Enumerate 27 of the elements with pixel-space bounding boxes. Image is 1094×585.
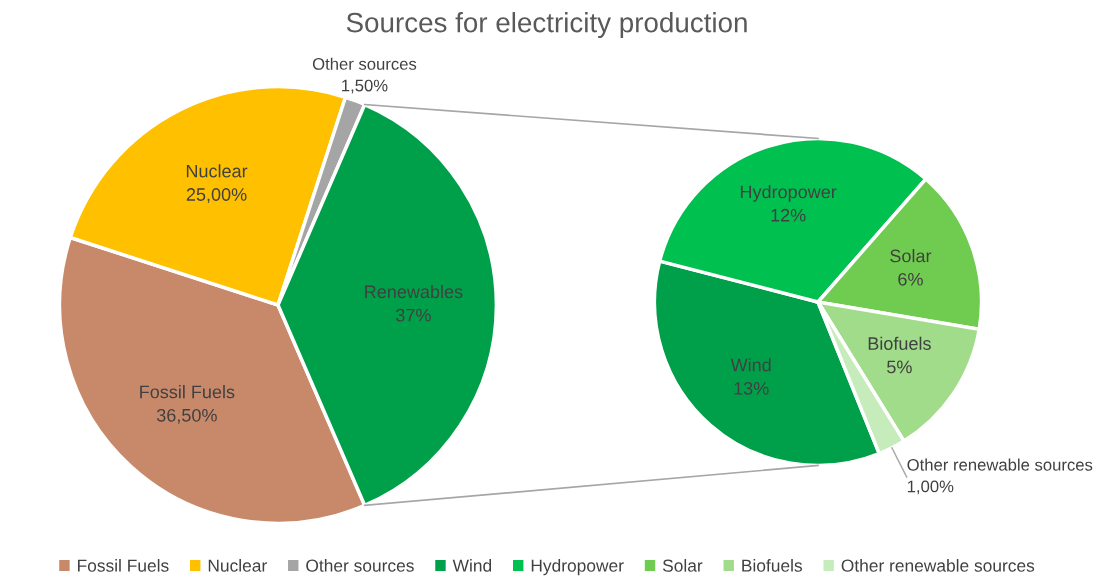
- slice-label: Renewables: [365, 284, 463, 299]
- legend-label: Biofuels: [742, 559, 803, 572]
- slice-label: Fossil Fuels: [140, 385, 235, 399]
- slice-label: Other sources: [312, 57, 417, 70]
- legend-label: Hydropower: [531, 559, 624, 576]
- data-label: 37%: [396, 308, 431, 322]
- data-label: 25,00%: [186, 188, 247, 204]
- data-label: 13%: [734, 381, 769, 395]
- data-label: 1,00%: [907, 480, 954, 495]
- chart-title: Sources for electricity production: [346, 12, 747, 38]
- slice-label: Other renewable sources: [907, 458, 1093, 471]
- legend-label: Nuclear: [208, 559, 267, 572]
- slice-label: Wind: [730, 358, 771, 372]
- data-label: 5%: [887, 360, 912, 374]
- category-label: Wind: [452, 559, 492, 572]
- slice-label: Hydropower: [740, 185, 837, 202]
- legend-label: Other sources: [306, 559, 414, 572]
- legend-label: Other renewable sources: [841, 559, 1035, 572]
- data-label: 12%: [771, 208, 806, 222]
- slice-label: Solar: [890, 249, 932, 263]
- data-label: 36,50%: [156, 408, 217, 424]
- legend-label: Fossil Fuels: [78, 559, 169, 572]
- legend-label: Solar: [662, 559, 703, 572]
- slice-label: Nuclear: [186, 164, 248, 178]
- slice-label: Biofuels: [868, 336, 931, 350]
- data-label: 1,50%: [342, 79, 388, 94]
- data-label: 6%: [898, 272, 923, 286]
